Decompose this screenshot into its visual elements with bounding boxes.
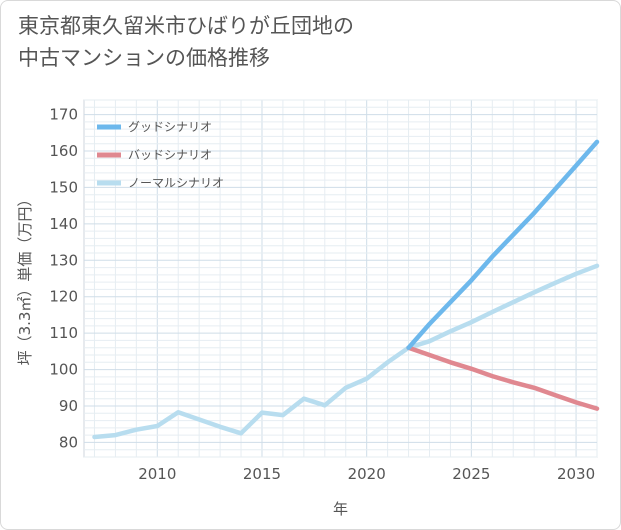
y-axis-label: 坪（3.3㎡）単価（万円） (16, 192, 34, 366)
legend-good-label: グッドシナリオ (128, 120, 212, 134)
x-axis-label: 年 (333, 500, 348, 518)
y-tick-label: 110 (49, 324, 78, 342)
y-tick-label: 130 (49, 251, 78, 269)
series-line-normal (92, 263, 600, 440)
y-tick-label: 80 (59, 433, 78, 451)
legend-normal-label: ノーマルシナリオ (128, 176, 224, 190)
chart-title: 東京都東久留米市ひばりが丘団地の 中古マンションの価格推移 (18, 10, 578, 74)
series-line-bad (406, 345, 600, 411)
x-tick-label: 2010 (138, 465, 176, 483)
legend-bad-label: バッドシナリオ (128, 148, 212, 162)
x-tick-label: 2030 (557, 465, 595, 483)
y-tick-label: 90 (59, 397, 78, 415)
chart-title-line-1: 東京都東久留米市ひばりが丘団地の (18, 14, 354, 38)
y-tick-label: 170 (49, 106, 78, 124)
y-tick-label: 160 (49, 142, 78, 160)
y-tick-label: 100 (49, 361, 78, 379)
x-tick-label: 2025 (452, 465, 490, 483)
series-line-good (406, 139, 600, 350)
x-tick-label: 2015 (243, 465, 281, 483)
y-tick-label: 150 (49, 178, 78, 196)
chart-title-line-2: 中古マンションの価格推移 (18, 46, 270, 70)
y-tick-label: 140 (49, 215, 78, 233)
plot-area (83, 99, 598, 458)
y-tick-label: 120 (49, 288, 78, 306)
x-tick-label: 2020 (348, 465, 386, 483)
